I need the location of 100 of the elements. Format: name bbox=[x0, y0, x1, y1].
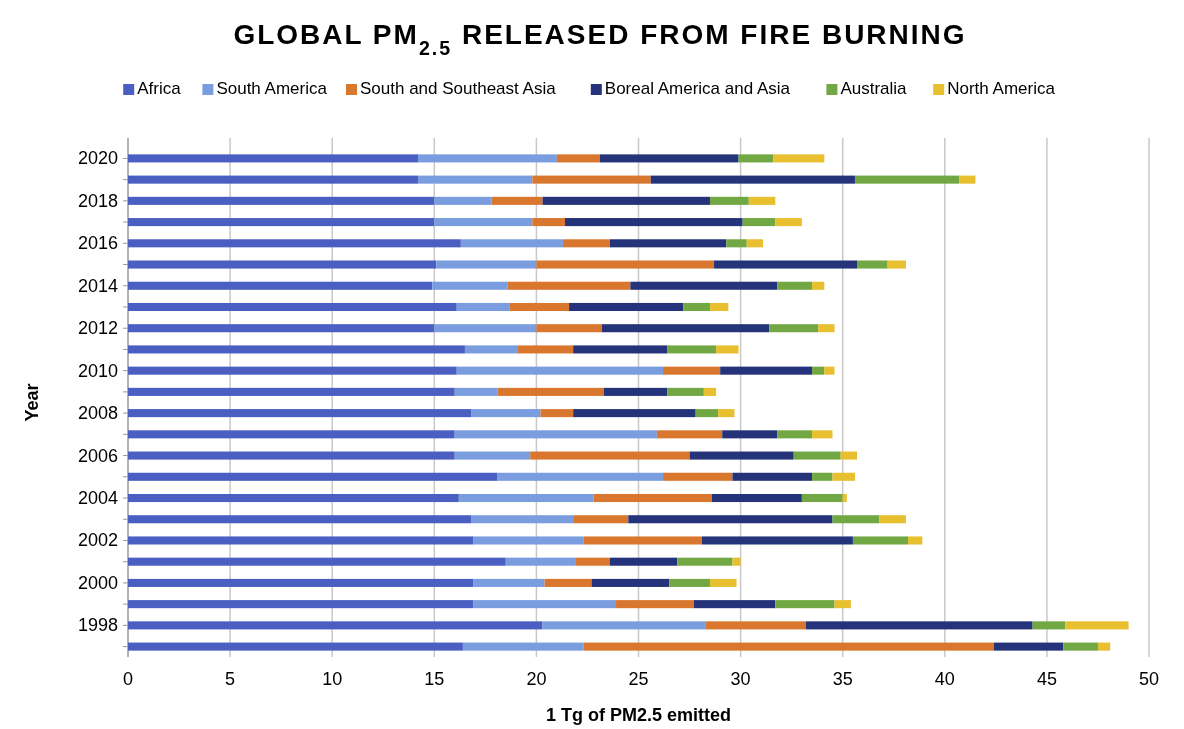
y-tick-label: 2006 bbox=[77, 445, 118, 466]
y-tick-label: 2008 bbox=[77, 403, 118, 424]
bar bbox=[959, 175, 976, 184]
bar bbox=[1032, 621, 1066, 630]
bar bbox=[669, 578, 710, 587]
x-tick-label: 50 bbox=[1138, 669, 1160, 689]
bar bbox=[432, 281, 508, 290]
x-tick-label: 45 bbox=[1036, 669, 1057, 689]
bar bbox=[583, 642, 994, 651]
bar bbox=[471, 515, 574, 524]
bar bbox=[609, 239, 727, 248]
bar bbox=[497, 472, 663, 481]
bar bbox=[473, 536, 584, 545]
bar bbox=[650, 175, 855, 184]
y-tick-label: 2010 bbox=[77, 360, 118, 381]
bar bbox=[834, 600, 851, 609]
bar bbox=[128, 600, 474, 609]
bar bbox=[556, 154, 600, 163]
bar bbox=[542, 196, 710, 205]
bar bbox=[689, 451, 794, 460]
bar bbox=[128, 239, 461, 248]
bar bbox=[742, 218, 776, 227]
bar bbox=[812, 366, 825, 375]
y-tick-label: 2002 bbox=[77, 530, 118, 551]
bar bbox=[656, 430, 723, 439]
x-tick-label: 20 bbox=[526, 669, 547, 689]
bar bbox=[628, 515, 833, 524]
bar bbox=[460, 239, 563, 248]
bar bbox=[128, 621, 543, 630]
bar bbox=[775, 600, 835, 609]
bar bbox=[695, 409, 719, 418]
bar bbox=[609, 557, 678, 566]
bar bbox=[471, 409, 541, 418]
bar bbox=[709, 302, 729, 312]
bar bbox=[703, 387, 717, 396]
bar bbox=[564, 218, 743, 227]
legend-label: Boreal America and Asia bbox=[604, 79, 791, 98]
bar bbox=[458, 493, 594, 503]
bar bbox=[454, 451, 531, 460]
bar bbox=[593, 493, 713, 503]
bar bbox=[544, 578, 592, 587]
bar bbox=[693, 600, 776, 609]
bar bbox=[887, 260, 906, 269]
bar bbox=[1063, 642, 1098, 651]
bar bbox=[128, 175, 418, 184]
x-tick-label: 35 bbox=[832, 669, 853, 689]
bar bbox=[128, 260, 437, 269]
bar bbox=[854, 175, 960, 184]
x-axis-title: 1 Tg of PM2.5 emitted bbox=[545, 705, 732, 725]
bar bbox=[663, 472, 733, 481]
bar bbox=[128, 154, 418, 163]
bar bbox=[714, 260, 857, 269]
y-axis-title: Year bbox=[22, 383, 42, 422]
bar bbox=[812, 472, 833, 481]
bar bbox=[616, 600, 694, 609]
bar bbox=[601, 324, 770, 333]
bar bbox=[532, 175, 651, 184]
bar bbox=[417, 175, 533, 184]
chart-title: GLOBAL PM$_{2.5}$ RELEASED FROM FIRE BURNING bbox=[233, 19, 967, 59]
bar bbox=[434, 324, 537, 333]
bar bbox=[591, 578, 670, 587]
bar bbox=[812, 430, 833, 439]
bar bbox=[732, 472, 813, 481]
bar bbox=[746, 239, 764, 248]
bar bbox=[856, 260, 888, 269]
bar bbox=[709, 578, 737, 587]
bar bbox=[456, 302, 510, 312]
y-tick-label: 2004 bbox=[77, 488, 118, 509]
bar bbox=[993, 642, 1064, 651]
bar bbox=[832, 515, 880, 524]
bar bbox=[769, 324, 819, 333]
bar bbox=[128, 493, 459, 503]
x-tick-label: 40 bbox=[934, 669, 955, 689]
bar bbox=[473, 578, 545, 587]
bar bbox=[436, 260, 537, 269]
bar bbox=[852, 536, 909, 545]
bar bbox=[128, 196, 435, 205]
bar bbox=[540, 409, 574, 418]
bar bbox=[722, 430, 778, 439]
bar bbox=[683, 302, 710, 312]
bar bbox=[128, 302, 457, 312]
bar bbox=[128, 557, 506, 566]
legend-label: South America bbox=[216, 79, 328, 98]
bar bbox=[793, 451, 841, 460]
y-tick-label: 1998 bbox=[77, 615, 118, 636]
bar bbox=[663, 366, 721, 375]
bar bbox=[128, 642, 463, 651]
bar bbox=[720, 366, 813, 375]
bar bbox=[840, 451, 857, 460]
bar bbox=[583, 536, 702, 545]
bar bbox=[832, 472, 855, 481]
bar bbox=[128, 578, 474, 587]
bar bbox=[532, 218, 565, 227]
bar bbox=[575, 557, 610, 566]
bar bbox=[507, 281, 631, 290]
bar bbox=[128, 387, 455, 396]
bar bbox=[128, 218, 435, 227]
bar bbox=[497, 387, 604, 396]
bar bbox=[454, 430, 657, 439]
x-tick-label: 5 bbox=[225, 669, 236, 689]
